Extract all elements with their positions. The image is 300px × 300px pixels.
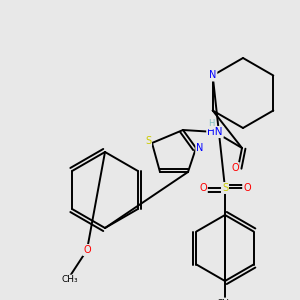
Text: N: N — [209, 70, 216, 80]
Text: O: O — [83, 245, 91, 255]
Text: H: H — [208, 119, 214, 128]
Text: N: N — [196, 143, 204, 153]
Text: S: S — [145, 136, 151, 146]
Text: S: S — [222, 183, 228, 193]
Text: O: O — [231, 163, 239, 173]
Text: O: O — [199, 183, 207, 193]
Text: CH₃: CH₃ — [217, 298, 233, 300]
Text: HN: HN — [207, 127, 223, 137]
Text: CH₃: CH₃ — [62, 275, 78, 284]
Text: O: O — [243, 183, 251, 193]
